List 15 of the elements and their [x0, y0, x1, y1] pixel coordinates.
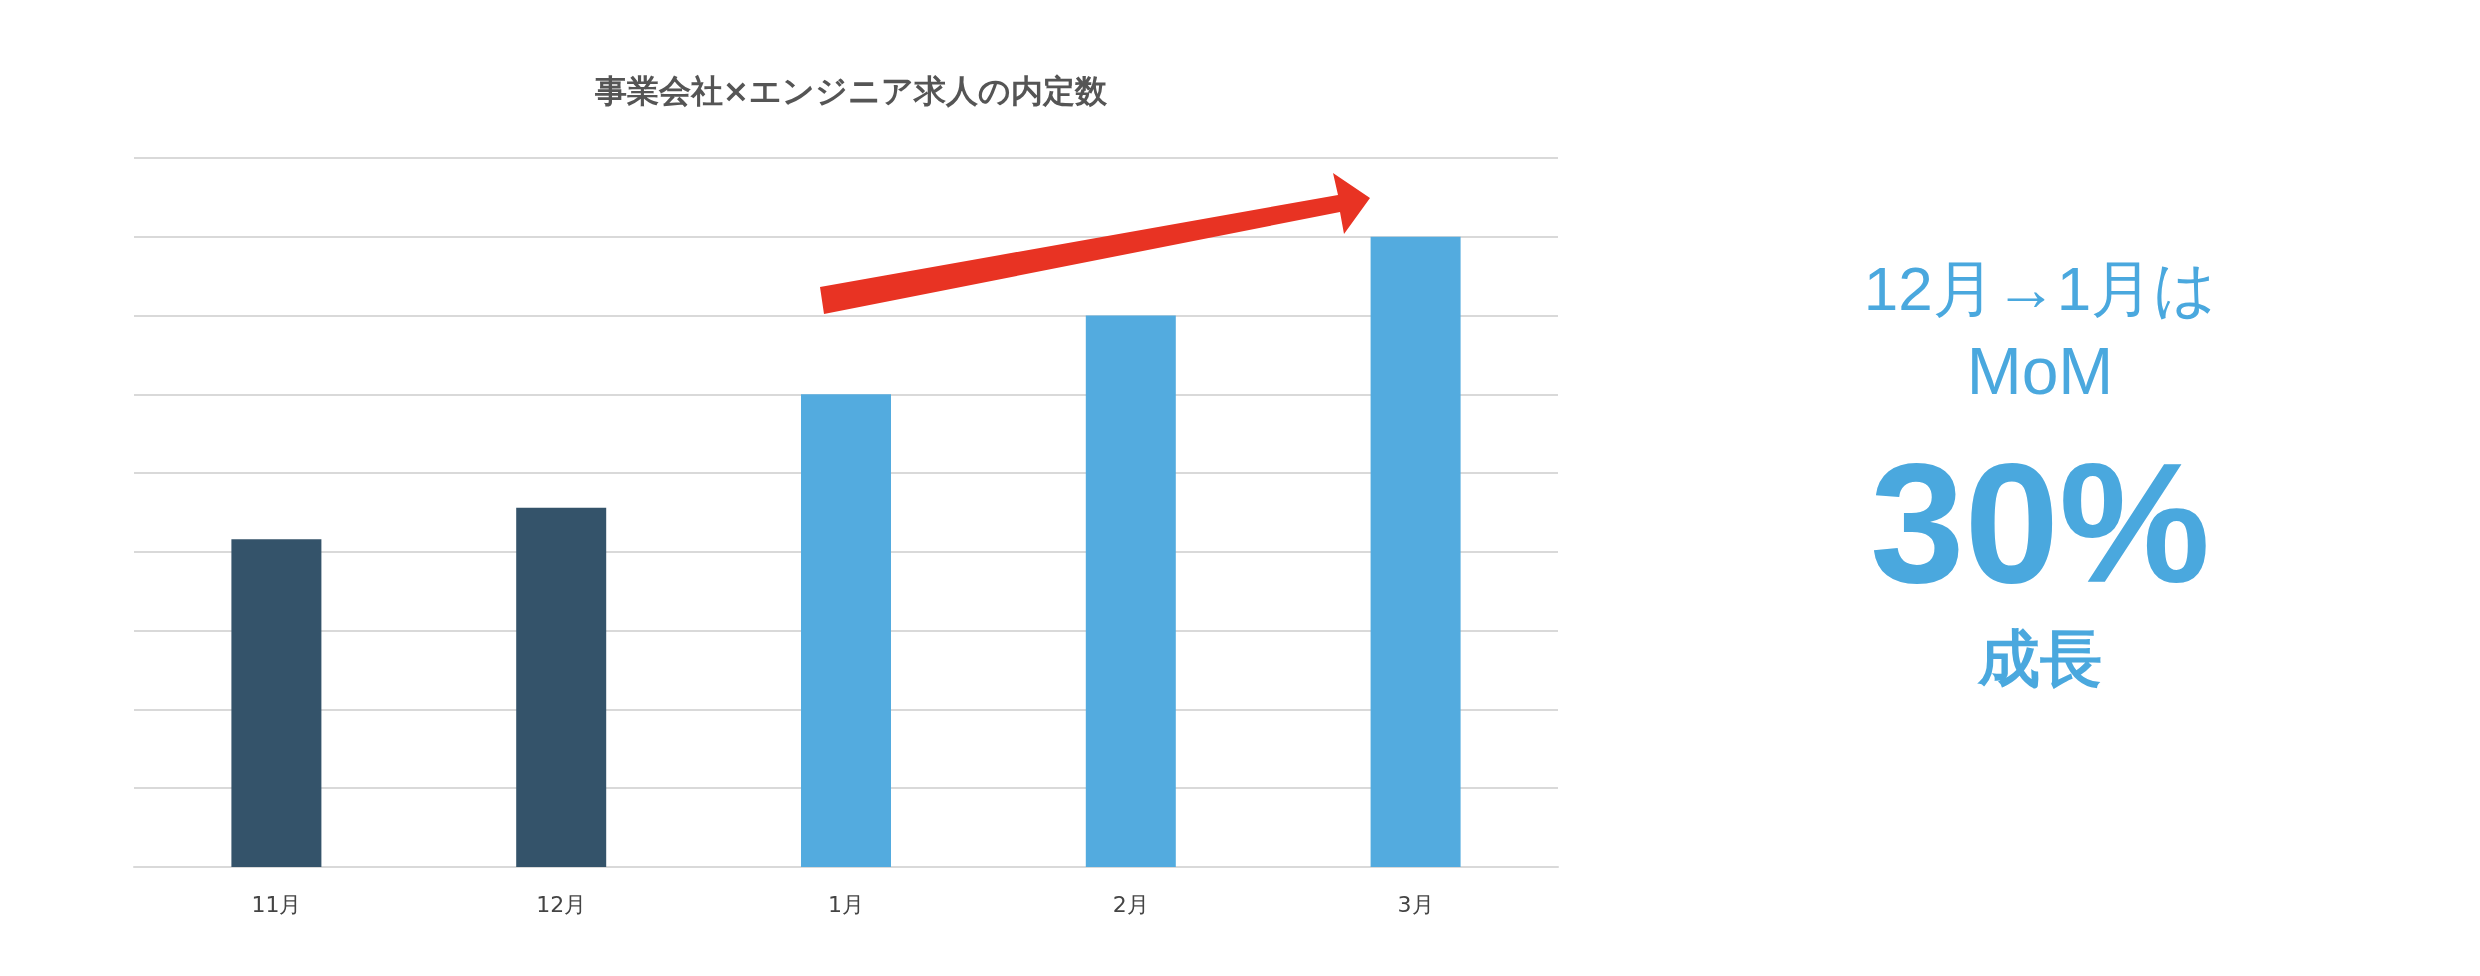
- text: 成長: [1976, 624, 2103, 694]
- text: 30%: [1868, 428, 2212, 618]
- chart-title: 事業会社×エンジニア求人の内定数: [593, 72, 1109, 110]
- x-tick-label: 11月: [251, 891, 302, 917]
- x-tick-label: 12月: [536, 891, 587, 917]
- bar: [1085, 315, 1176, 867]
- bar: [1370, 236, 1461, 867]
- x-tick-label: 2月: [1112, 891, 1149, 917]
- bar: [231, 539, 322, 867]
- bar: [516, 507, 607, 867]
- x-tick-label: 3月: [1397, 891, 1434, 917]
- text: 12月→1月は: [1862, 254, 2218, 324]
- bar: [801, 394, 891, 867]
- text: MoM: [1965, 334, 2115, 408]
- x-tick-label: 1月: [828, 891, 864, 917]
